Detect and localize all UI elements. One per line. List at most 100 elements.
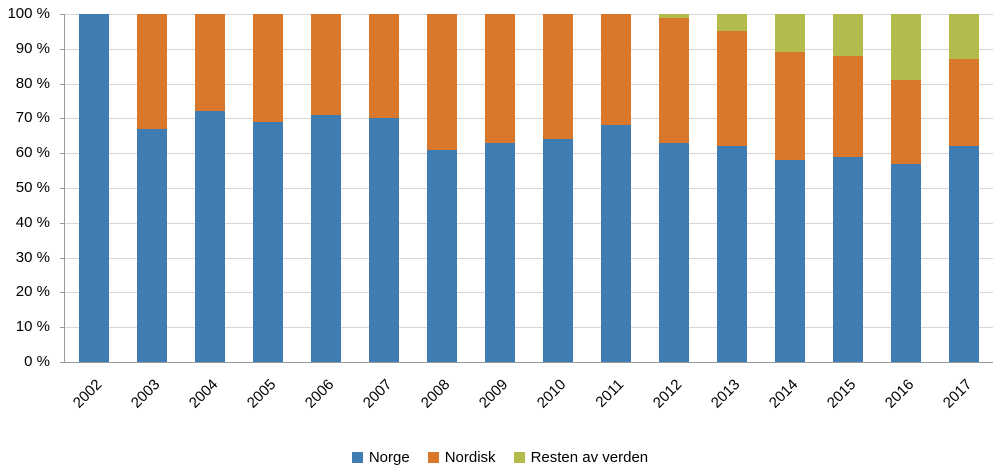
bar-segment-norge bbox=[659, 142, 689, 362]
bar-segment-norge bbox=[717, 146, 747, 362]
bar-slot bbox=[587, 14, 645, 362]
x-axis-tick-label: 2012 bbox=[649, 376, 686, 412]
x-axis-tick-label: 2016 bbox=[881, 376, 918, 412]
bar-segment-nordisk bbox=[311, 14, 341, 115]
y-axis-tick-label: 100 % bbox=[7, 5, 50, 22]
bar-segment-norge bbox=[949, 146, 979, 362]
bar-slot bbox=[471, 14, 529, 362]
y-axis-tick-label: 40 % bbox=[15, 213, 50, 231]
bar-segment-norge bbox=[79, 14, 109, 362]
gridline bbox=[65, 14, 993, 15]
y-tick-mark bbox=[60, 48, 65, 50]
y-tick-mark bbox=[60, 257, 65, 259]
legend-label: Resten av verden bbox=[530, 449, 649, 466]
bar-segment-norge bbox=[601, 125, 631, 362]
y-tick-mark bbox=[60, 118, 65, 120]
plot-area bbox=[60, 14, 993, 363]
bar-segment-nordisk bbox=[891, 80, 921, 164]
bar-segment-nordisk bbox=[485, 14, 515, 143]
y-axis: 0 % 10 % 20 % 30 % 40 % 50 % 60 % 70 % 80 % 90 % 1… bbox=[0, 6, 58, 370]
bar-segment-nordisk bbox=[833, 55, 863, 157]
legend-label: Norge bbox=[368, 449, 410, 466]
bar-segment-norge bbox=[891, 163, 921, 362]
bar-segment-norge bbox=[427, 149, 457, 362]
y-axis-tick-label: 60 % bbox=[15, 144, 50, 162]
bar-segment-norge bbox=[485, 142, 515, 362]
x-axis-tick-label: 2011 bbox=[592, 376, 628, 411]
bar-segment-norge bbox=[543, 139, 573, 362]
x-axis-tick-label: 2003 bbox=[127, 376, 164, 412]
bar-slot bbox=[529, 14, 587, 362]
x-axis-tick-label: 2005 bbox=[243, 376, 280, 412]
x-axis-tick-label: 2007 bbox=[359, 376, 396, 412]
bar-segment-resten-av-verden bbox=[717, 14, 747, 32]
bar-slot bbox=[413, 14, 471, 362]
x-axis-tick-label: 2014 bbox=[765, 376, 802, 412]
legend-item-nordisk: Nordisk bbox=[427, 449, 496, 466]
x-axis-tick-label: 2008 bbox=[417, 376, 454, 412]
gridline bbox=[65, 48, 993, 50]
stacked-bar-2013 bbox=[717, 14, 747, 362]
legend-swatch bbox=[427, 452, 439, 463]
bar-slot bbox=[877, 14, 935, 362]
y-axis-tick-label: 30 % bbox=[15, 248, 50, 266]
bar-slot bbox=[761, 14, 819, 362]
bar-segment-norge bbox=[775, 160, 805, 362]
stacked-bar-2016 bbox=[891, 14, 921, 362]
x-axis-tick-label: 2013 bbox=[707, 376, 744, 412]
bar-segment-nordisk bbox=[717, 31, 747, 147]
y-tick-mark bbox=[60, 327, 65, 329]
bars-container bbox=[65, 14, 993, 362]
bar-segment-resten-av-verden bbox=[659, 14, 689, 18]
y-axis-tick-label: 90 % bbox=[15, 39, 50, 57]
bar-segment-norge bbox=[195, 111, 225, 362]
gridline bbox=[65, 118, 993, 120]
bar-slot bbox=[645, 14, 703, 362]
x-axis-tick-label: 2009 bbox=[475, 376, 512, 412]
y-axis-tick-label: 20 % bbox=[15, 283, 50, 301]
bar-segment-norge bbox=[369, 118, 399, 362]
stacked-bar-2012 bbox=[659, 14, 689, 362]
gridline bbox=[65, 188, 993, 189]
bar-slot bbox=[181, 14, 239, 362]
bar-slot bbox=[819, 14, 877, 362]
gridline bbox=[65, 327, 993, 329]
bar-segment-resten-av-verden bbox=[775, 14, 805, 53]
bar-segment-nordisk bbox=[775, 52, 805, 161]
y-axis-tick-label: 10 % bbox=[15, 318, 50, 336]
gridline bbox=[65, 83, 993, 85]
bar-segment-resten-av-verden bbox=[949, 14, 979, 60]
bar-segment-nordisk bbox=[949, 59, 979, 147]
x-axis-tick-label: 2010 bbox=[533, 376, 570, 412]
stacked-bar-2005 bbox=[253, 14, 283, 362]
y-axis-tick-label: 80 % bbox=[15, 74, 50, 92]
bar-segment-nordisk bbox=[659, 17, 689, 143]
y-tick-mark bbox=[60, 83, 65, 85]
legend-item-norge: Norge bbox=[351, 449, 410, 466]
bar-slot bbox=[703, 14, 761, 362]
bar-segment-nordisk bbox=[601, 14, 631, 126]
bar-slot bbox=[123, 14, 181, 362]
legend-swatch bbox=[351, 452, 363, 463]
x-axis-tick-label: 2002 bbox=[69, 376, 106, 412]
x-axis: 2002 2003 2004 2005 2006 2007 2008 2009 2010 2011… bbox=[64, 366, 992, 428]
bar-segment-nordisk bbox=[427, 14, 457, 150]
bar-segment-resten-av-verden bbox=[891, 14, 921, 81]
bar-segment-resten-av-verden bbox=[833, 14, 863, 56]
stacked-bar-2014 bbox=[775, 14, 805, 362]
bar-segment-nordisk bbox=[195, 14, 225, 112]
y-tick-mark bbox=[60, 188, 65, 189]
gridline bbox=[65, 222, 993, 224]
bar-segment-nordisk bbox=[369, 14, 399, 119]
stacked-bar-2004 bbox=[195, 14, 225, 362]
stacked-bar-2002 bbox=[79, 14, 109, 362]
y-axis-tick-label: 0 % bbox=[24, 353, 50, 370]
stacked-bar-2003 bbox=[137, 14, 167, 362]
bar-segment-norge bbox=[311, 114, 341, 362]
bar-segment-norge bbox=[833, 156, 863, 362]
y-tick-mark bbox=[60, 292, 65, 294]
bar-slot bbox=[297, 14, 355, 362]
y-tick-mark bbox=[60, 362, 65, 363]
y-axis-tick-label: 70 % bbox=[15, 109, 50, 127]
